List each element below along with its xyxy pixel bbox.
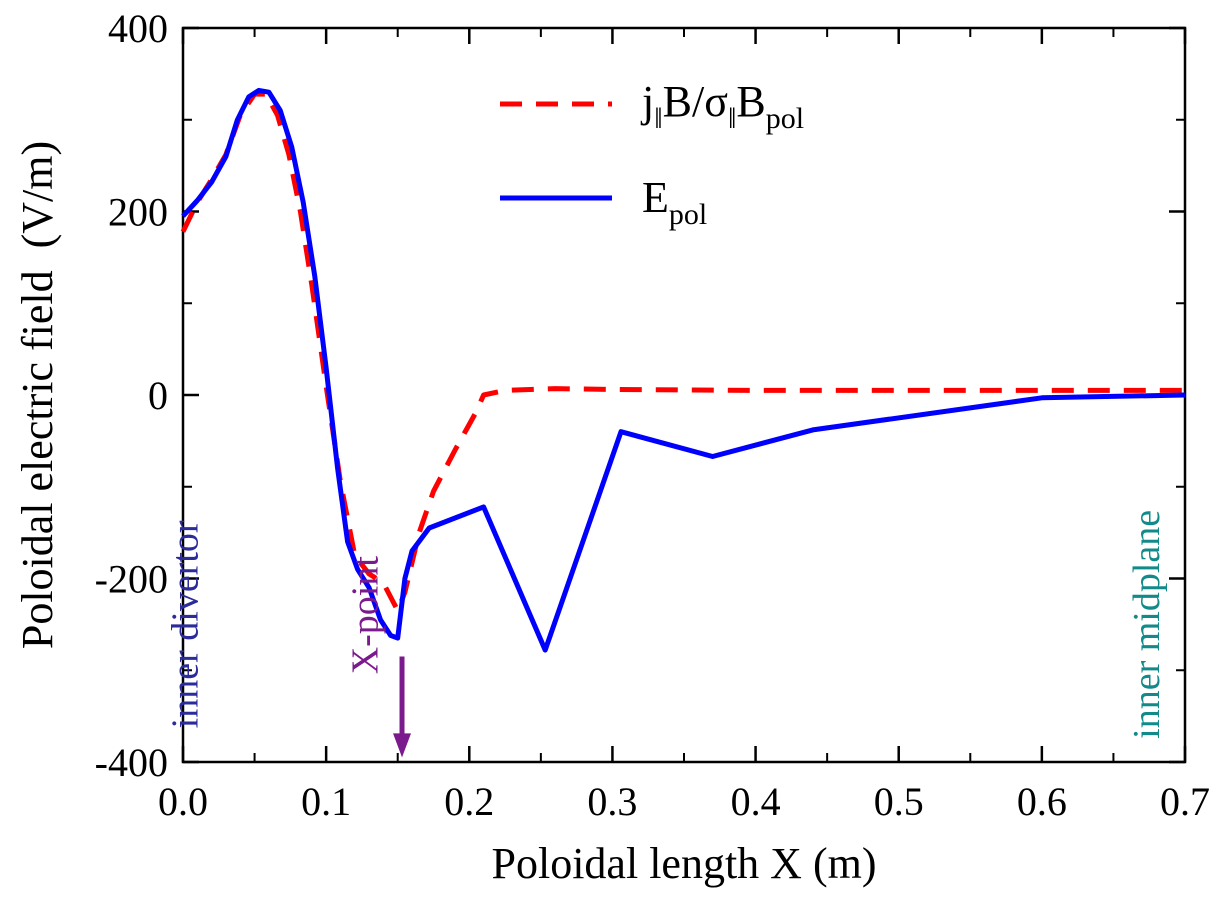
x-tick-label: 0.6 bbox=[1017, 779, 1067, 824]
plot-frame bbox=[181, 26, 1187, 764]
annotations: inner divertor X-point inner midplane bbox=[164, 510, 1168, 758]
legend: j‖B/σ‖Bpol Epol bbox=[500, 77, 804, 231]
x-tick-label: 0.3 bbox=[587, 779, 637, 824]
x-tick-label: 0.0 bbox=[158, 779, 208, 824]
y-tick-label: -200 bbox=[95, 557, 168, 602]
annotation-x-point: X-point bbox=[345, 556, 387, 675]
y-axis-label: Poloidal electric field (V/m) bbox=[13, 141, 62, 649]
x-point-arrow-head bbox=[393, 733, 412, 758]
x-axis-label: Poloidal length X (m) bbox=[492, 839, 877, 888]
series-group bbox=[180, 87, 1186, 653]
x-tick-label: 0.1 bbox=[301, 779, 351, 824]
x-tick-label: 0.7 bbox=[1160, 779, 1210, 824]
x-tick-label: 0.2 bbox=[444, 779, 494, 824]
x-tick-label: 0.5 bbox=[874, 779, 924, 824]
y-tick-label: 200 bbox=[108, 190, 168, 235]
y-tick-label: 400 bbox=[108, 6, 168, 51]
legend-label-dashed: j‖B/σ‖Bpol bbox=[640, 77, 804, 135]
x-tick-label: 0.4 bbox=[731, 779, 781, 824]
y-tick-label: 0 bbox=[148, 373, 168, 418]
y-tick-label: -400 bbox=[95, 740, 168, 785]
annotation-inner-midplane: inner midplane bbox=[1126, 510, 1168, 739]
series-line-solid bbox=[181, 87, 1186, 653]
ticks: 0.0 0.1 0.2 0.3 0.4 0.5 0.6 0.7 -400 -200 0 200 400 bbox=[95, 6, 1210, 824]
series-line-dashed bbox=[180, 91, 1185, 614]
legend-label-solid: Epol bbox=[642, 173, 707, 231]
annotation-inner-divertor: inner divertor bbox=[164, 520, 206, 728]
